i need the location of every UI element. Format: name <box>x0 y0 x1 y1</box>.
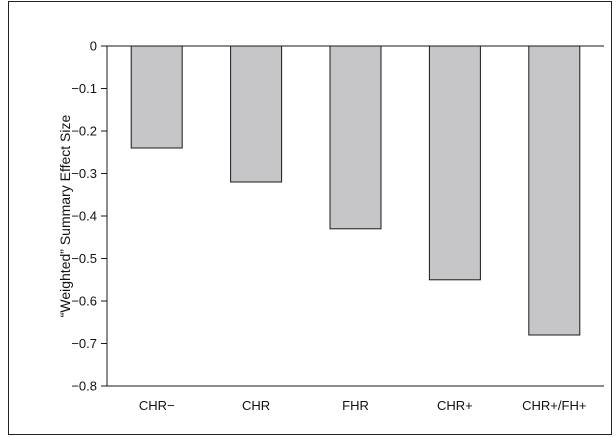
x-tick-label: CHR+ <box>437 398 473 413</box>
x-tick-label: FHR <box>342 398 369 413</box>
y-tick-label: −0.8 <box>71 379 97 394</box>
y-tick-label: −0.2 <box>71 124 97 139</box>
y-tick-label: −0.5 <box>71 251 97 266</box>
y-tick-label: −0.1 <box>71 81 97 96</box>
bar-1 <box>130 45 183 149</box>
y-tick-label: −0.6 <box>71 294 97 309</box>
y-ticks-group: 0 −0.1 −0.2 −0.3 −0.4 −0.5 −0.6 −0.7 −0.8 <box>71 39 107 394</box>
y-tick-label: −0.3 <box>71 166 97 181</box>
y-tick-label: 0 <box>90 39 97 54</box>
x-tick-label: CHR− <box>139 398 175 413</box>
x-tick-label: CHR+/FH+ <box>522 398 586 413</box>
bar-2 <box>230 45 283 183</box>
y-axis-label: “Weighted” Summary Effect Size <box>57 115 73 318</box>
bar-5 <box>528 45 581 336</box>
chart-frame <box>8 1 612 435</box>
y-tick-label: −0.7 <box>71 336 97 351</box>
bars-group <box>130 45 581 336</box>
bar-4 <box>428 45 481 281</box>
y-tick-label: −0.4 <box>71 209 97 224</box>
bar-3 <box>329 45 382 230</box>
x-ticks-group: CHR− CHR FHR CHR+ CHR+/FH+ <box>139 398 587 413</box>
x-tick-label: CHR <box>242 398 270 413</box>
